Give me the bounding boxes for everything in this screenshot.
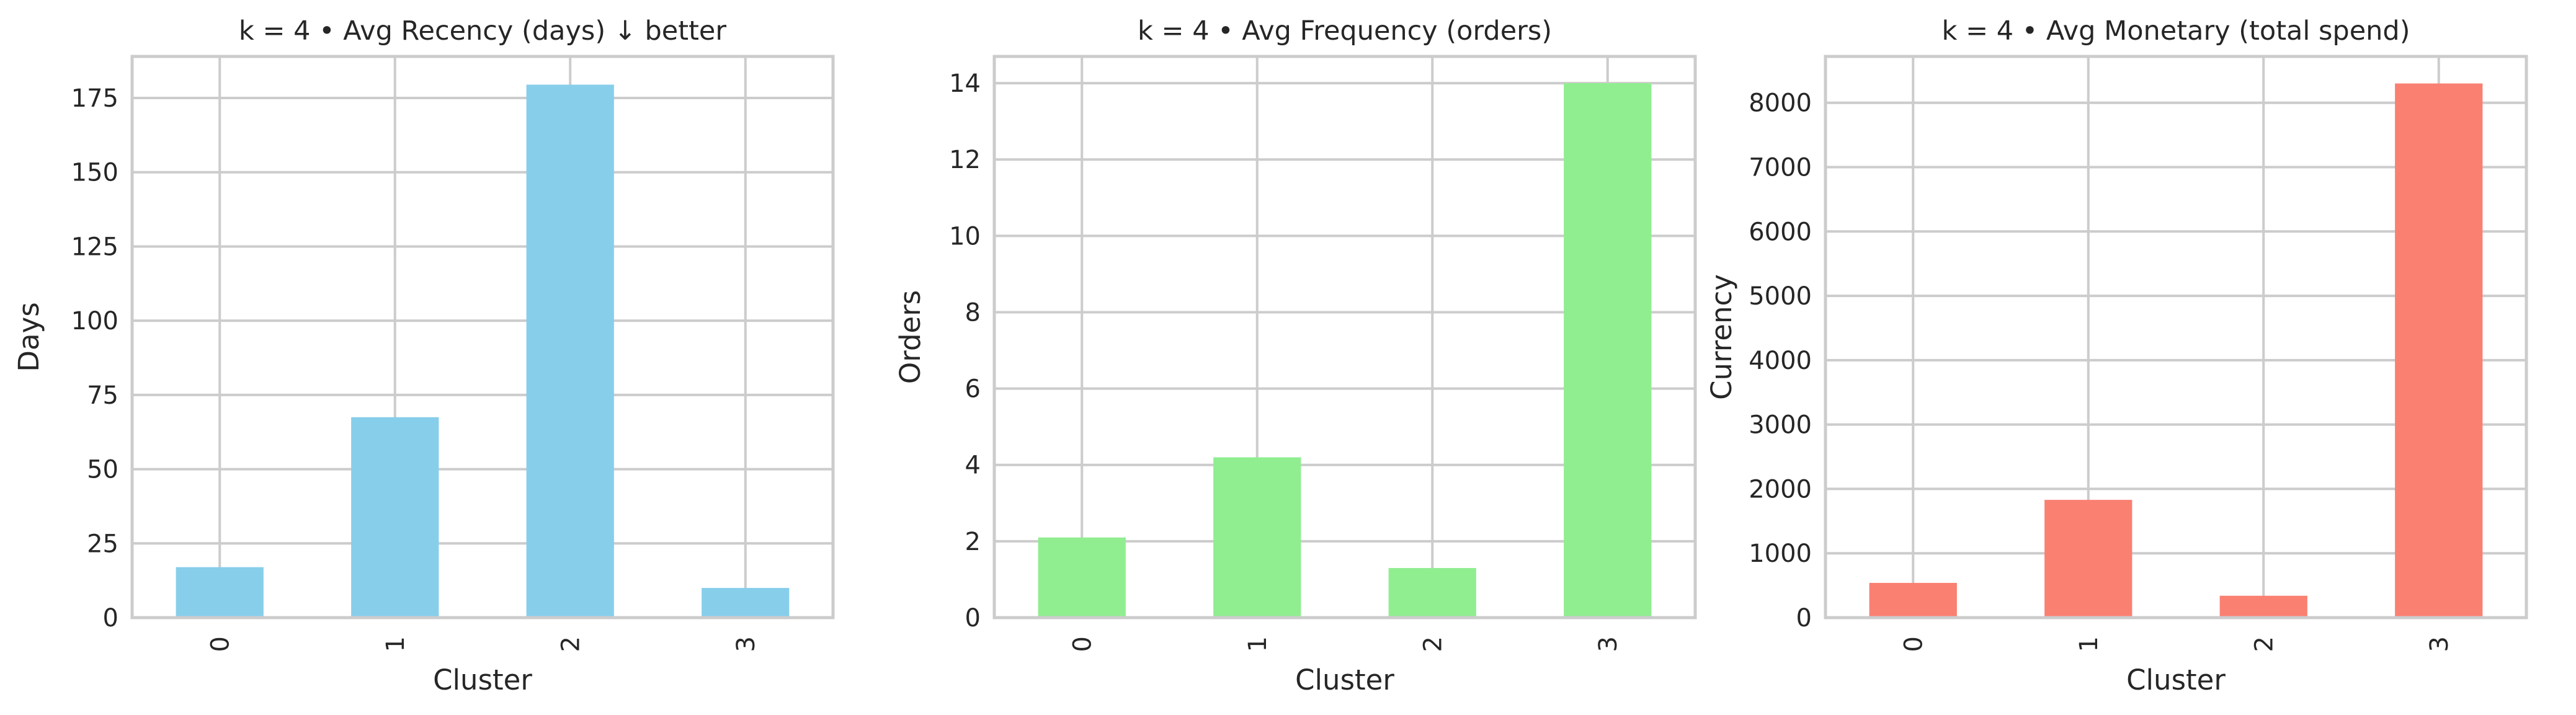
y-tick-label: 50: [87, 456, 118, 484]
y-tick-label: 7000: [1749, 154, 1812, 182]
x-tick-label: 3: [1594, 636, 1623, 652]
bar-cluster-1: [2044, 500, 2133, 618]
y-tick-label: 8: [965, 298, 981, 327]
x-tick-label: 1: [381, 636, 410, 652]
x-axis-label: Cluster: [433, 664, 532, 696]
y-tick-label: 8000: [1749, 89, 1812, 118]
axes-frame: [992, 55, 1697, 620]
chart-title: k = 4 • Avg Monetary (total spend): [1942, 16, 2410, 47]
y-tick-label: 175: [71, 84, 118, 113]
x-tick-label: 1: [1244, 636, 1272, 652]
bar-cluster-0: [1869, 582, 1957, 618]
y-tick-label: 75: [87, 381, 118, 410]
y-tick-label: 10: [949, 222, 981, 251]
y-tick-label: 100: [71, 307, 118, 335]
x-tick-label: 3: [2425, 636, 2454, 652]
y-axis-label: Orders: [894, 290, 927, 384]
y-tick-label: 2: [965, 528, 981, 556]
bar-cluster-3: [1564, 83, 1652, 618]
y-tick-label: 4: [965, 451, 981, 480]
y-tick-label: 5000: [1749, 282, 1812, 311]
y-tick-label: 1000: [1749, 540, 1812, 568]
bar-cluster-1: [1213, 457, 1301, 618]
y-tick-label: 0: [965, 604, 981, 633]
y-tick-label: 6: [965, 375, 981, 404]
x-tick-label: 0: [1068, 636, 1097, 652]
y-tick-label: 0: [1796, 604, 1812, 633]
y-tick-label: 6000: [1749, 218, 1812, 246]
x-tick-label: 0: [1899, 636, 1928, 652]
y-tick-label: 3000: [1749, 411, 1812, 440]
y-tick-label: 0: [103, 604, 118, 633]
bar-cluster-2: [526, 84, 614, 618]
chart-title: k = 4 • Avg Recency (days) ↓ better: [239, 16, 726, 47]
y-tick-label: 125: [71, 233, 118, 261]
bar-cluster-2: [1388, 567, 1476, 618]
y-tick-label: 150: [71, 159, 118, 187]
bar-cluster-3: [702, 588, 790, 618]
y-tick-label: 14: [949, 69, 981, 98]
bar-cluster-0: [1038, 537, 1126, 618]
x-tick-label: 0: [206, 636, 234, 652]
bar-cluster-2: [2219, 595, 2307, 618]
y-tick-label: 4000: [1749, 347, 1812, 375]
chart-0: 0 25 50 75 100 125 150 175 0 1 2 3 k = 4 • Avg Recen…: [12, 16, 835, 696]
x-tick-label: 2: [556, 636, 585, 652]
x-tick-label: 1: [2075, 636, 2103, 652]
x-axis-label: Cluster: [2126, 664, 2226, 696]
bar-cluster-0: [176, 567, 264, 618]
x-tick-label: 2: [2250, 636, 2278, 652]
bar-cluster-3: [2395, 83, 2483, 618]
x-tick-label: 3: [732, 636, 760, 652]
x-tick-label: 2: [1419, 636, 1447, 652]
y-tick-label: 25: [87, 530, 118, 558]
chart-title: k = 4 • Avg Frequency (orders): [1138, 16, 1552, 47]
y-axis-label: Days: [12, 302, 45, 371]
bar-cluster-1: [351, 417, 439, 618]
axes-frame: [1824, 55, 2528, 620]
y-axis-label: Currency: [1705, 274, 1738, 400]
x-axis-label: Cluster: [1295, 664, 1394, 696]
chart-2: 0 1000 2000 3000 4000 5000 6000 7000 8000 0 1 2 3 k =…: [1705, 16, 2528, 696]
y-tick-label: 12: [949, 146, 981, 174]
y-tick-label: 2000: [1749, 475, 1812, 504]
axes-frame: [130, 55, 835, 620]
